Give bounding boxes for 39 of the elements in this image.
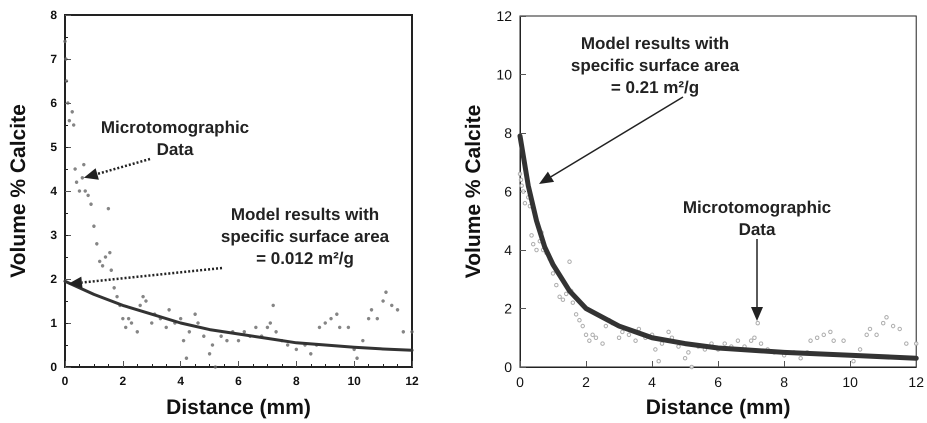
x-tick-label: 10 (347, 374, 362, 388)
y-tick-label: 4 (50, 184, 58, 198)
x-tick-label: 4 (648, 374, 656, 390)
x-tick-label: 2 (119, 374, 126, 388)
y-tick-label: 0 (50, 360, 58, 374)
y-tick-label: 6 (50, 96, 58, 110)
y-tick-label: 8 (50, 8, 58, 22)
x-tick-label: 10 (842, 374, 858, 390)
y-axis-title: Volume % Calcite (7, 104, 30, 278)
x-tick-label: 0 (516, 374, 524, 390)
annotation: Microtomographic Data (682, 197, 832, 242)
y-tick-label: 12 (496, 8, 512, 24)
y-tick-label: 10 (496, 66, 512, 82)
line-series (64, 280, 414, 352)
y-tick-label: 2 (50, 272, 58, 286)
x-tick-label: 6 (714, 374, 722, 390)
y-tick-label: 3 (50, 228, 58, 242)
y-tick-label: 6 (504, 184, 512, 200)
x-tick-label: 8 (292, 374, 300, 388)
x-tick-label: 12 (405, 374, 419, 388)
y-tick-label: 1 (50, 316, 58, 330)
y-tick-label: 8 (504, 125, 512, 141)
x-tick-label: 8 (780, 374, 788, 390)
x-axis-title: Distance (mm) (166, 396, 311, 419)
x-tick-label: 12 (908, 374, 924, 390)
y-tick-label: 7 (50, 52, 58, 66)
x-tick-label: 0 (62, 374, 69, 388)
x-axis-title: Distance (mm) (646, 396, 790, 419)
y-tick-label: 0 (504, 359, 512, 375)
x-tick-label: 4 (177, 374, 184, 388)
y-tick-label: 4 (504, 242, 512, 258)
y-axis-title: Volume % Calcite (462, 104, 485, 278)
annotation: Model results with specific surface area = 0.21 m²/g (570, 33, 740, 100)
y-tick-label: 2 (504, 300, 512, 316)
x-tick-label: 2 (582, 374, 590, 390)
x-tick-label: 6 (235, 374, 242, 388)
y-tick-label: 5 (50, 140, 58, 154)
annotation: Microtomographic Data (100, 117, 250, 162)
annotation: Model results with specific surface area = 0.012 m²/g (220, 204, 390, 270)
